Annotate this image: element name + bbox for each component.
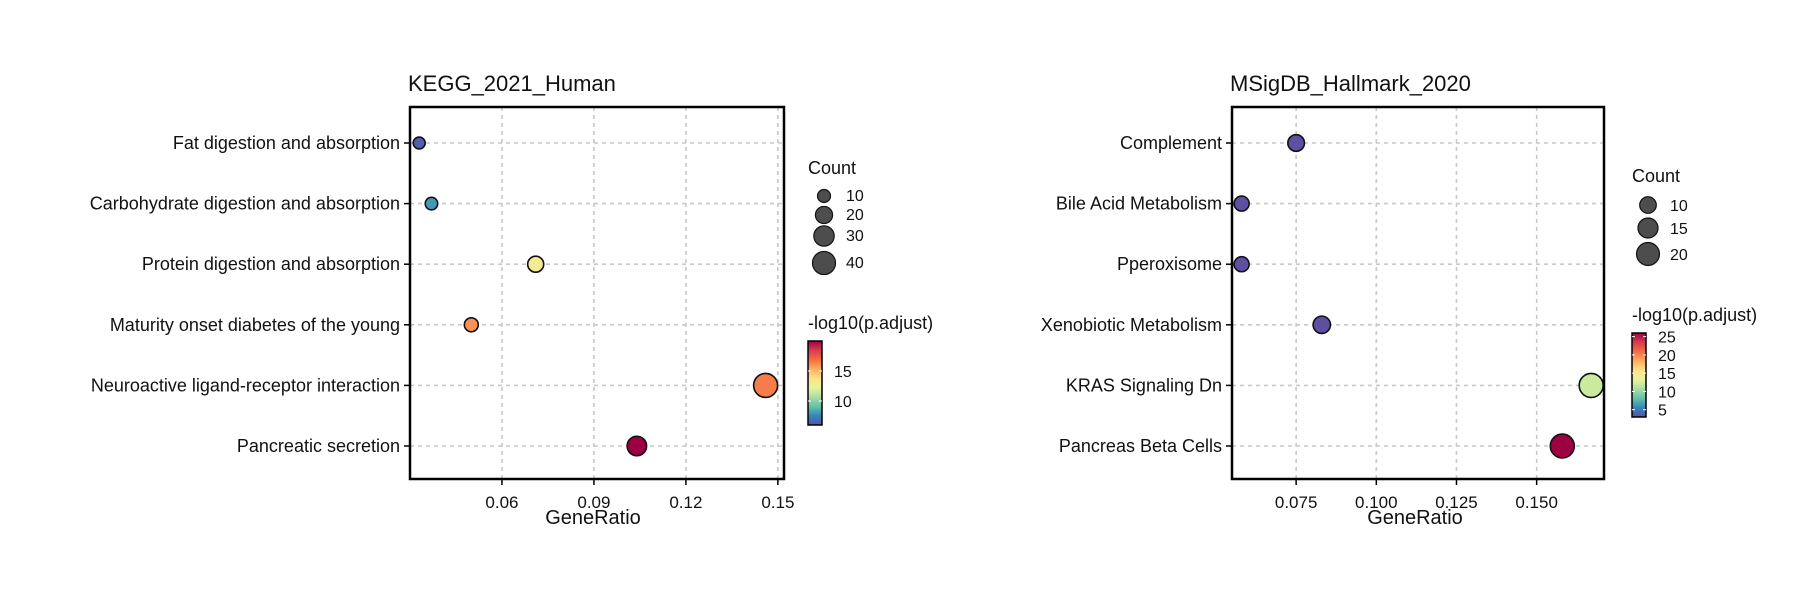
color-legend-label: 5 <box>1658 403 1667 420</box>
panel-kegg: KEGG_2021_Human Fat digestion and absorp… <box>90 71 933 529</box>
category-label: Protein digestion and absorption <box>142 254 400 274</box>
category-label: Bile Acid Metabolism <box>1056 194 1222 214</box>
x-tick-label: 0.100 <box>1355 493 1398 512</box>
size-legend-key <box>813 225 835 247</box>
color-legend-label: 15 <box>1658 366 1676 383</box>
data-point <box>424 196 439 211</box>
size-legend-title: Count <box>1632 166 1680 186</box>
x-tick-label: 0.150 <box>1515 493 1558 512</box>
plot-frame <box>1230 105 1606 481</box>
data-point <box>463 317 480 333</box>
x-tick-label: 0.09 <box>577 493 610 512</box>
category-labels: Fat digestion and absorption Carbohydrat… <box>90 133 400 456</box>
x-axis-title: GeneRatio <box>545 507 641 529</box>
color-legend-label: 15 <box>834 364 852 381</box>
category-label: Pancreatic secretion <box>237 436 400 456</box>
size-legend-key <box>814 205 834 225</box>
category-label: Pperoxisome <box>1117 254 1222 274</box>
color-legend: -log10(p.adjust) 10 15 <box>807 313 933 426</box>
x-axis-title: GeneRatio <box>1367 507 1463 529</box>
data-point <box>752 372 779 399</box>
plot-frame <box>408 105 786 481</box>
color-legend-label: 20 <box>1658 348 1676 365</box>
color-bar <box>807 340 823 426</box>
color-bar-ticks <box>1632 336 1646 411</box>
data-point <box>1578 372 1604 399</box>
size-legend: Count 10 20 30 40 <box>808 158 864 276</box>
data-points <box>412 136 779 457</box>
size-legend-label: 20 <box>1670 247 1688 264</box>
size-legend-title: Count <box>808 158 856 178</box>
size-legend-key <box>816 188 832 204</box>
x-tick-labels: 0.06 0.09 0.12 0.15 <box>485 493 794 512</box>
color-bar-ticks <box>808 370 822 402</box>
x-tick-label: 0.12 <box>669 493 702 512</box>
size-legend-label: 15 <box>1670 221 1688 238</box>
data-point <box>1233 255 1250 273</box>
category-label: Pancreas Beta Cells <box>1059 436 1222 456</box>
category-labels: Complement Bile Acid Metabolism Pperoxis… <box>1041 133 1222 456</box>
size-legend-key <box>811 250 837 276</box>
color-legend: -log10(p.adjust) 5 10 15 20 25 <box>1631 305 1757 420</box>
color-legend-label: 10 <box>834 394 852 411</box>
size-legend-label: 10 <box>846 188 864 205</box>
panel-title: MSigDB_Hallmark_2020 <box>1230 71 1471 96</box>
x-tick-label: 0.125 <box>1435 493 1478 512</box>
category-label: Maturity onset diabetes of the young <box>110 315 400 335</box>
size-legend-label: 10 <box>1670 198 1688 215</box>
category-label: KRAS Signaling Dn <box>1066 375 1222 395</box>
size-legend-label: 20 <box>846 207 864 224</box>
size-legend-key <box>1637 217 1659 239</box>
size-legend-label: 40 <box>846 255 864 272</box>
plot-grid <box>1226 107 1604 485</box>
x-tick-labels: 0.075 0.100 0.125 0.150 <box>1275 493 1558 512</box>
size-legend-keys <box>811 188 837 276</box>
size-legend-key <box>1639 196 1657 214</box>
color-legend-label: 10 <box>1658 384 1676 401</box>
color-legend-label: 25 <box>1658 330 1676 347</box>
data-points <box>1233 133 1604 459</box>
x-tick-label: 0.075 <box>1275 493 1318 512</box>
category-label: Fat digestion and absorption <box>173 133 400 153</box>
data-point <box>526 255 545 274</box>
category-label: Neuroactive ligand-receptor interaction <box>91 375 400 395</box>
data-point <box>1312 315 1332 335</box>
size-legend: Count 10 15 20 <box>1632 166 1688 267</box>
color-bar <box>1631 332 1647 418</box>
data-point <box>1233 195 1250 212</box>
data-point <box>626 435 648 457</box>
panel-msigdb: MSigDB_Hallmark_2020 Complement Bile Aci… <box>1041 71 1757 529</box>
category-label: Complement <box>1120 133 1222 153</box>
data-point <box>1287 133 1306 153</box>
plot-grid <box>404 107 784 485</box>
panel-title: KEGG_2021_Human <box>408 71 616 96</box>
data-point <box>412 136 426 150</box>
color-legend-title: -log10(p.adjust) <box>808 313 933 333</box>
category-label: Carbohydrate digestion and absorption <box>90 194 400 214</box>
data-point <box>1549 433 1576 459</box>
size-legend-keys <box>1635 196 1661 267</box>
color-legend-title: -log10(p.adjust) <box>1632 305 1757 325</box>
x-tick-label: 0.15 <box>761 493 794 512</box>
size-legend-key <box>1635 241 1661 267</box>
x-tick-label: 0.06 <box>485 493 518 512</box>
category-label: Xenobiotic Metabolism <box>1041 315 1222 335</box>
size-legend-label: 30 <box>846 228 864 245</box>
